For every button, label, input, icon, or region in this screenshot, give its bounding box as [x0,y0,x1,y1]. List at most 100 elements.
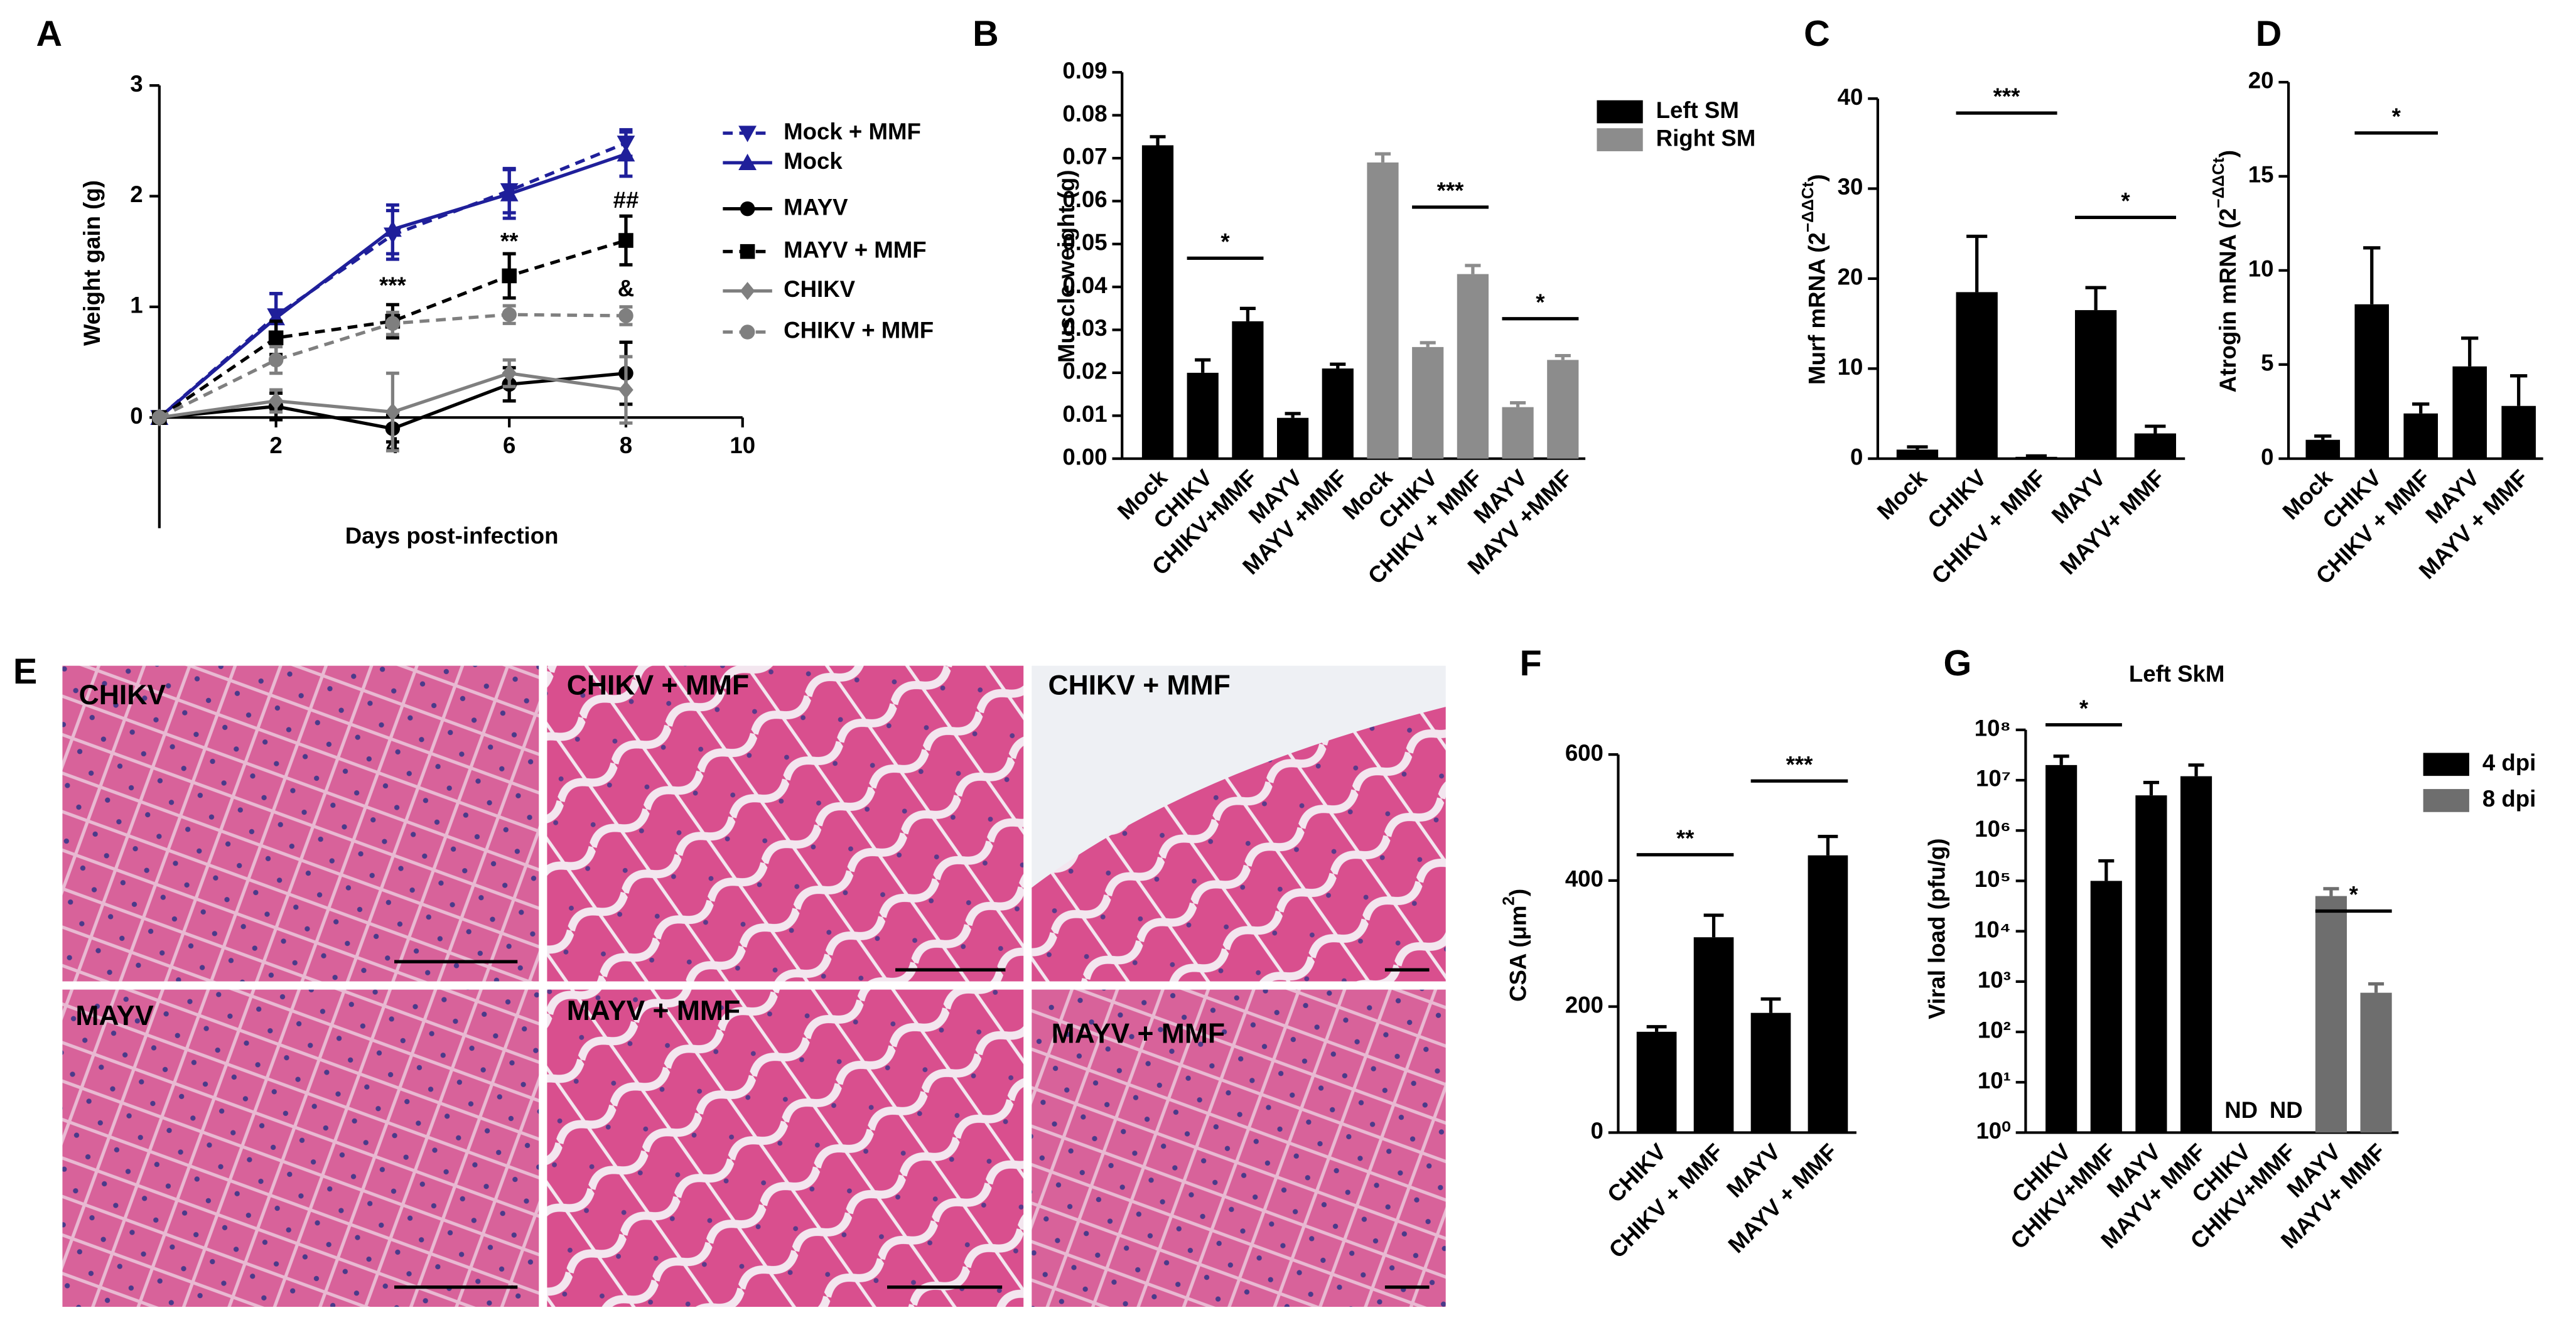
y-tick-label: 0.08 [1062,100,1107,126]
histology-image [62,989,539,1307]
bar [2180,776,2212,1133]
annotation: * [2349,882,2359,908]
marker [738,153,757,171]
marker [268,352,284,368]
marker [502,268,517,284]
y-tick-label: 0.01 [1062,401,1107,427]
image-label: CHIKV + MMF [1048,670,1230,700]
error-bar [1907,445,1928,450]
error-bar [2053,754,2069,765]
bar [1896,449,1939,459]
legend-swatch [1597,128,1643,151]
error-bar [1555,353,1571,360]
x-tick-label: 10 [730,432,755,458]
marker [152,410,167,425]
legend-label: 4 dpi [2482,749,2536,775]
legend-label: MAYV [784,194,848,220]
y-axis-label-text: Murf mRNA (2 [1804,232,1830,385]
x-tick-label: 6 [503,432,515,458]
error-bar [1703,913,1724,938]
scale-bars [394,960,1430,1289]
annotation: ND [2224,1097,2258,1123]
y-tick-label: 400 [1565,866,1603,892]
y-tick-label: 3 [130,71,143,97]
y-tick-label: 0.03 [1062,315,1107,341]
bar [2090,881,2122,1133]
marker [740,201,755,217]
error-bar [1239,306,1256,321]
marker [268,330,284,346]
bar [2074,310,2117,459]
y-tick-label: 15 [2248,162,2274,188]
marker [618,308,633,323]
y-tick-label: 0.05 [1062,229,1107,255]
error-bar [2098,859,2115,881]
image-label: MAYV + MMF [567,995,740,1026]
x-tick-label: MAYV+ MMF [2055,464,2170,579]
y-tick-label: 200 [1565,992,1603,1017]
annotation: * [1221,228,1230,254]
legend-swatch [2423,789,2469,812]
annotation: * [2121,188,2130,213]
marker [617,145,635,162]
y-tick-label: 0.00 [1062,444,1107,470]
marker [618,233,633,248]
annotation: * [1536,289,1545,315]
annotation: *** [1786,751,1813,777]
error-bar [1420,341,1436,347]
bar [2315,896,2347,1133]
y-tick-label: 1 [130,292,143,318]
y-tick-label: 10³ [1978,967,2011,992]
y-tick-label: 10² [1978,1017,2011,1043]
y-tick-label: 10⁸ [1975,715,2011,741]
y-tick-label: 0.04 [1062,272,1107,298]
error-bar [2461,336,2479,367]
legend-label: Right SM [1656,125,1756,151]
error-bar [1150,135,1166,146]
bar [2045,765,2078,1133]
marker [740,325,755,340]
panel-letter: E [13,652,37,692]
y-tick-label: 0 [130,403,143,429]
marker [385,316,401,331]
y-axis-label: CSA (μm2) [1499,889,1531,1002]
y-tick-label: 10 [2248,255,2274,281]
legend-label: CHIKV + MMF [784,318,934,343]
bar [2452,366,2487,459]
marker [738,126,757,142]
image-label: MAYV + MMF [1052,1019,1225,1049]
y-tick-label: 10⁷ [1976,766,2011,791]
error-bar [2368,982,2385,993]
y-axis-label-sup: 2 [1499,896,1518,906]
annotation: *** [1993,83,2020,109]
error-bar [2323,887,2339,896]
panel-letter: A [36,14,63,54]
y-tick-label: 0 [1591,1118,1603,1144]
histology-image [1032,989,1446,1307]
bar [2354,304,2390,459]
bar [2134,433,2177,459]
error-bar [1510,401,1526,407]
y-axis-label-text: Weight gain (g) [79,180,105,346]
marker [502,364,517,383]
image-label: CHIKV + MMF [567,670,749,700]
annotation: * [2079,695,2089,721]
error-bar [2314,434,2332,440]
histology-image [62,665,539,982]
y-tick-label: 5 [2261,350,2273,375]
bar [1956,292,1998,459]
chart-title: Left SkM [2129,661,2225,687]
bar [1412,346,1444,459]
legend-label: 8 dpi [2482,786,2536,812]
bar [1276,417,1309,459]
annotation: *** [1437,178,1464,203]
image-label: MAYV [75,1001,154,1031]
legend-label: MAYV + MMF [784,237,926,262]
legend-label: CHIKV [784,276,855,302]
annotation: ## [613,187,639,213]
bar [2403,413,2439,459]
error-bar [1374,152,1391,163]
bar [1636,1031,1677,1133]
histology-image [547,989,1024,1307]
